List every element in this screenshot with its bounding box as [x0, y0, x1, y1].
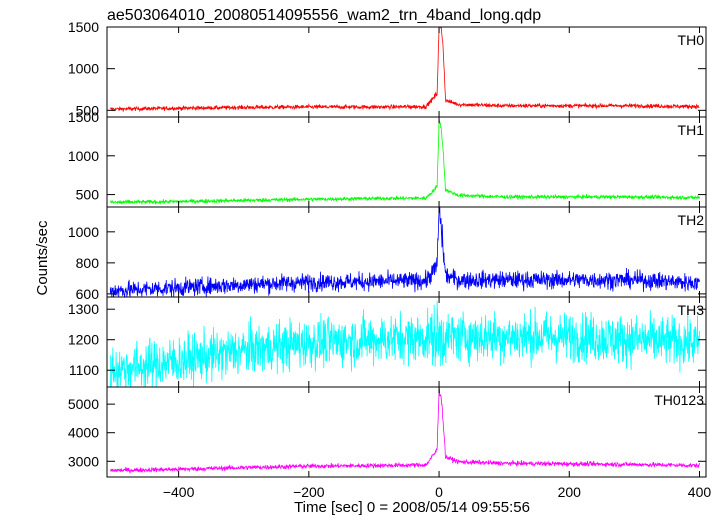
- panel-frame: [106, 26, 707, 118]
- x-tick-label: −200: [293, 484, 325, 500]
- series-th2-trace: [109, 207, 700, 297]
- series-th0-trace: [109, 27, 700, 113]
- panel-th0123: 3000 4000 5000 TH0123: [68, 386, 707, 478]
- series-th3-trace: [109, 300, 700, 387]
- x-axis-label: Time [sec] 0 = 2008/05/14 09:55:56: [294, 499, 530, 516]
- y-tick-label: 500: [76, 187, 100, 203]
- y-tick-label: 1000: [68, 224, 99, 240]
- panel-label-th1: TH1: [678, 122, 705, 138]
- x-axis: −400 −200 0 200 400: [163, 484, 712, 500]
- panel-th2: 600 800 1000 TH2: [68, 206, 707, 302]
- y-tick-label: 4000: [68, 425, 99, 441]
- y-tick-label: 1500: [68, 109, 99, 125]
- x-tick-label: 0: [435, 484, 443, 500]
- y-tick-label: 600: [76, 286, 100, 302]
- y-tick-label: 3000: [68, 453, 99, 469]
- panel-frame: [106, 386, 707, 478]
- y-tick-label: 500: [76, 102, 100, 118]
- x-tick-label: −400: [163, 484, 195, 500]
- chart-title: ae503064010_20080514095556_wam2_trn_4ban…: [107, 7, 541, 24]
- x-tick-label: 400: [688, 484, 712, 500]
- series-th0123-trace: [110, 388, 700, 474]
- y-tick-label: 1200: [68, 332, 99, 348]
- y-tick-label: 1500: [68, 19, 99, 35]
- panel-label-th0: TH0: [678, 32, 705, 48]
- panels-layer: 500 1000 1500 TH0 500 1000 1500 TH1 600 800 1000 TH…: [68, 19, 707, 478]
- panel-label-th3: TH3: [678, 302, 705, 318]
- panel-th0: 500 1000 1500 TH0: [68, 19, 707, 118]
- y-tick-label: 1000: [68, 148, 99, 164]
- panel-th1: 500 1000 1500 TH1: [68, 109, 707, 208]
- y-tick-label: 1100: [69, 362, 99, 378]
- panel-label-th0123: TH0123: [654, 392, 704, 408]
- series-th1-trace: [110, 118, 700, 206]
- y-tick-label: 1000: [68, 61, 99, 77]
- y-tick-label: 800: [76, 255, 100, 271]
- panel-th3: 1100 1200 1300 TH3: [68, 296, 707, 388]
- y-tick-label: 1300: [68, 301, 99, 317]
- y-axis-label: Counts/sec: [34, 220, 51, 296]
- x-tick-label: 200: [558, 484, 582, 500]
- y-tick-label: 5000: [68, 396, 99, 412]
- panel-frame: [106, 116, 707, 208]
- panel-label-th2: TH2: [678, 212, 705, 228]
